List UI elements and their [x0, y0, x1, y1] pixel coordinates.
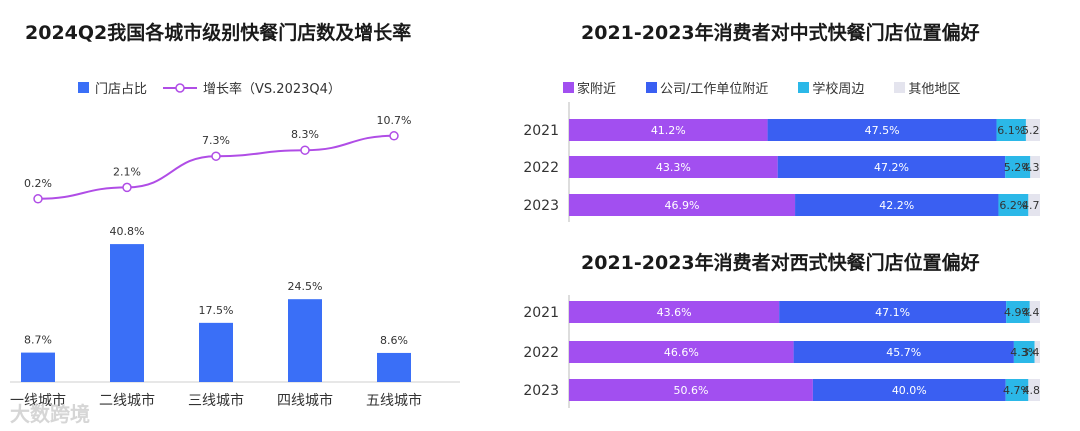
segment-label-学校周边-2023: 6.2%: [999, 199, 1027, 212]
watermark-logo: 大数跨境: [10, 402, 90, 426]
bar-五线城市: [377, 352, 411, 382]
segment-label-家附近-2023: 50.6%: [673, 384, 708, 397]
segment-其他地区-2022: [1034, 341, 1040, 363]
segment-label-其他地区-2021: 5.2%: [1022, 124, 1040, 137]
segment-其他地区-2021: [1025, 119, 1040, 141]
segment-label-公司/工作单位附近-2023: 42.2%: [879, 199, 914, 212]
segment-其他地区-2022: [1030, 156, 1040, 178]
segment-label-公司/工作单位附近-2021: 47.1%: [875, 306, 910, 319]
legend-home-swatch: [563, 82, 574, 93]
growth-point-二线城市: [122, 182, 132, 193]
segment-label-公司/工作单位附近-2023: 40.0%: [892, 384, 927, 397]
bar-一线城市: [21, 352, 55, 382]
segment-家附近-2021: [569, 119, 768, 141]
growth-label-二线城市: 2.1%: [113, 165, 141, 178]
legend-school-label: 学校周边: [812, 82, 865, 97]
segment-label-学校周边-2022: 5.2%: [1004, 161, 1032, 174]
legend-work-label: 公司/工作单位附近: [660, 82, 769, 97]
segment-公司/工作单位附近-2023: [795, 194, 999, 216]
segment-label-学校周边-2023: 4.7%: [1003, 384, 1031, 397]
legend-home-label: 家附近: [577, 82, 617, 97]
bar-label-二线城市: 40.8%: [110, 225, 145, 238]
segment-学校周边-2022: [1013, 341, 1035, 363]
segment-学校周边-2021: [996, 119, 1026, 141]
segment-公司/工作单位附近-2021: [767, 119, 997, 141]
growth-point-四线城市: [300, 145, 310, 155]
growth-label-四线城市: 8.3%: [291, 128, 319, 141]
growth-point-一线城市: [33, 194, 43, 204]
x-tick-三线城市: 三线城市: [188, 392, 244, 409]
legend-line-swatch: [163, 82, 198, 93]
y-tick-2022: 2022: [523, 160, 559, 176]
segment-label-学校周边-2022: 4.3%: [1010, 346, 1038, 359]
segment-label-其他地区-2022: 4.3%: [1022, 161, 1040, 174]
right-bottom-chart-title: 2021-2023年消费者对西式快餐门店位置偏好: [581, 252, 980, 274]
x-tick-四线城市: 四线城市: [277, 392, 333, 409]
bar-label-四线城市: 24.5%: [288, 280, 323, 293]
segment-label-家附近-2021: 43.6%: [657, 306, 692, 319]
segment-label-家附近-2023: 46.9%: [665, 199, 700, 212]
x-tick-五线城市: 五线城市: [366, 392, 422, 409]
growth-point-三线城市: [211, 151, 221, 161]
segment-label-其他地区-2021: 4.4%: [1022, 306, 1040, 319]
growth-label-三线城市: 7.3%: [202, 134, 230, 147]
left-chart: 8.7% 一线城市 40.8% 二线城市 17.5% 三线城市 24.5% 四线城市 8.6% 五…: [10, 114, 460, 409]
segment-家附近-2022: [569, 341, 794, 363]
y-tick-2021: 2021: [523, 123, 559, 139]
segment-学校周边-2023: [1005, 379, 1029, 401]
segment-家附近-2023: [569, 379, 813, 401]
y-tick-2022: 2022: [523, 345, 559, 361]
left-chart-legend: 门店占比 增长率（VS.2023Q4）: [78, 78, 341, 97]
x-tick-二线城市: 二线城市: [99, 392, 155, 409]
y-tick-2023: 2023: [523, 383, 559, 399]
segment-label-公司/工作单位附近-2022: 47.2%: [874, 161, 909, 174]
bar-label-三线城市: 17.5%: [199, 304, 234, 317]
legend-other-label: 其他地区: [908, 82, 961, 97]
right-top-chart-title: 2021-2023年消费者对中式快餐门店位置偏好: [581, 22, 980, 44]
segment-家附近-2021: [569, 301, 780, 323]
segment-公司/工作单位附近-2022: [777, 156, 1006, 178]
growth-point-五线城市: [389, 131, 399, 141]
x-tick-一线城市: 一线城市: [10, 392, 66, 409]
segment-label-学校周边-2021: 6.1%: [997, 124, 1025, 137]
right-top-chart-legend: 家附近 公司/工作单位附近 学校周边 其他地区: [563, 78, 960, 97]
segment-学校周边-2021: [1006, 301, 1030, 323]
legend-work-swatch: [646, 82, 658, 93]
segment-label-公司/工作单位附近-2022: 45.7%: [886, 346, 921, 359]
bar-三线城市: [199, 322, 233, 382]
legend-school-swatch: [798, 82, 810, 93]
legend-line-label: 增长率（VS.2023Q4）: [203, 82, 341, 97]
bar-label-一线城市: 8.7%: [24, 334, 52, 347]
growth-label-五线城市: 10.7%: [377, 114, 412, 127]
left-chart-title: 2024Q2我国各城市级别快餐门店数及增长率: [25, 22, 412, 44]
segment-其他地区-2021: [1029, 301, 1040, 323]
segment-label-公司/工作单位附近-2021: 47.5%: [865, 124, 900, 137]
segment-label-家附近-2022: 46.6%: [664, 346, 699, 359]
legend-bar-swatch: [78, 82, 89, 93]
segment-家附近-2022: [569, 156, 778, 178]
growth-label-一线城市: 0.2%: [24, 177, 52, 190]
segment-label-其他地区-2023: 4.8%: [1023, 384, 1040, 397]
legend-bar-label: 门店占比: [95, 82, 148, 97]
segment-公司/工作单位附近-2021: [779, 301, 1007, 323]
segment-学校周边-2022: [1005, 156, 1031, 178]
segment-其他地区-2023: [1028, 379, 1040, 401]
segment-其他地区-2023: [1028, 194, 1040, 216]
segment-label-其他地区-2022: 3.4%: [1022, 346, 1040, 359]
segment-label-其他地区-2023: 4.7%: [1022, 199, 1040, 212]
right-charts: 202141.2%47.5%6.1%5.2%202243.3%47.2%5.2%…: [523, 102, 1040, 408]
legend-other-swatch: [894, 82, 906, 93]
bar-label-五线城市: 8.6%: [380, 334, 408, 347]
segment-家附近-2023: [569, 194, 796, 216]
segment-公司/工作单位附近-2022: [793, 341, 1014, 363]
segment-label-家附近-2021: 41.2%: [651, 124, 686, 137]
y-tick-2021: 2021: [523, 305, 559, 321]
segment-学校周边-2023: [998, 194, 1029, 216]
bar-四线城市: [288, 299, 322, 382]
segment-label-学校周边-2021: 4.9%: [1004, 306, 1032, 319]
segment-公司/工作单位附近-2023: [812, 379, 1006, 401]
segment-label-家附近-2022: 43.3%: [656, 161, 691, 174]
y-tick-2023: 2023: [523, 198, 559, 214]
bar-二线城市: [110, 244, 144, 382]
